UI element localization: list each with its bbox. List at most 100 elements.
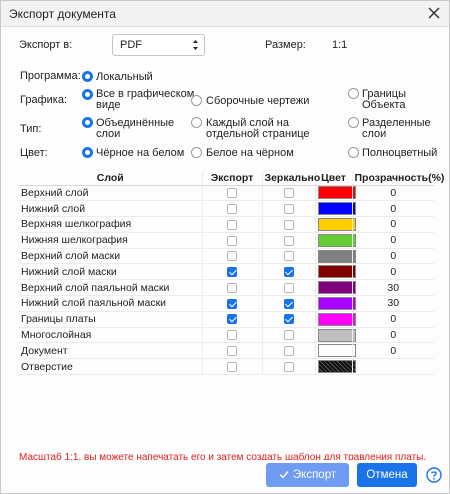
mirror-cell	[262, 216, 316, 233]
export-button[interactable]: Экспорт	[266, 463, 349, 487]
mirror-cell	[262, 185, 316, 202]
mirror-checkbox[interactable]	[283, 346, 294, 357]
export-checkbox[interactable]	[227, 314, 237, 325]
select-arrows-icon	[193, 40, 198, 50]
export-checkbox[interactable]	[227, 346, 237, 357]
radio-type-merged[interactable]	[82, 117, 93, 128]
radio-type-each-page[interactable]	[191, 117, 202, 128]
mirror-checkbox[interactable]	[283, 235, 294, 246]
radio-graphics-all[interactable]	[82, 89, 93, 100]
mirror-checkbox[interactable]	[283, 251, 294, 262]
export-checkbox[interactable]	[227, 361, 237, 372]
layer-name: Нижний слой паяльной маски	[19, 295, 203, 312]
export-checkbox[interactable]	[227, 267, 237, 278]
close-icon[interactable]	[427, 6, 441, 20]
mirror-cell	[262, 200, 316, 218]
color-swatch[interactable]	[317, 296, 356, 310]
table-row: Границы платы 0	[19, 311, 434, 328]
header-mirror: Зеркально	[262, 171, 320, 186]
layer-name: Документ	[19, 342, 203, 360]
layer-name: Нижняя шелкография	[19, 232, 203, 249]
table-row: Многослойная 0	[19, 327, 434, 344]
mirror-checkbox[interactable]	[283, 188, 294, 199]
color-swatch[interactable]	[317, 328, 356, 342]
layer-name: Отверстие	[19, 358, 203, 376]
mirror-checkbox[interactable]	[283, 203, 294, 214]
radio-color-black-on-white[interactable]	[82, 147, 93, 158]
color-swatch[interactable]	[317, 233, 356, 247]
color-cell	[315, 311, 356, 328]
export-checkbox[interactable]	[227, 203, 237, 214]
transparency-value[interactable]: 30	[352, 295, 434, 312]
color-cell	[315, 248, 356, 265]
transparency-value[interactable]: 0	[352, 248, 434, 265]
color-swatch[interactable]	[317, 202, 356, 216]
transparency-value[interactable]: 0	[352, 200, 434, 218]
color-swatch[interactable]	[317, 217, 356, 231]
cancel-button[interactable]: Отмена	[357, 463, 417, 487]
export-checkbox[interactable]	[227, 298, 237, 309]
transparency-value[interactable]: 0	[352, 311, 434, 328]
mirror-checkbox[interactable]	[283, 267, 294, 278]
table-row: Нижняя шелкография 0	[19, 232, 434, 249]
color-swatch[interactable]	[317, 312, 356, 326]
color-cell	[315, 279, 356, 297]
table-row: Верхний слой паяльной маски 30	[19, 279, 434, 297]
radio-type-merged-label: Объединённые слои	[96, 117, 175, 140]
mirror-checkbox[interactable]	[283, 219, 294, 230]
color-swatch[interactable]	[317, 281, 356, 295]
color-swatch[interactable]	[317, 186, 356, 200]
layer-name: Верхний слой	[19, 185, 203, 202]
transparency-value[interactable]: 0	[352, 263, 434, 281]
transparency-value[interactable]: 0	[352, 327, 434, 344]
radio-graphics-bounds[interactable]	[348, 88, 359, 99]
transparency-value[interactable]: 0	[352, 232, 434, 249]
size-label: Размер:	[265, 39, 306, 51]
program-label: Программа:	[20, 70, 81, 82]
export-cell	[202, 279, 263, 297]
mirror-cell	[262, 263, 316, 281]
export-checkbox[interactable]	[227, 188, 237, 199]
radio-color-fullcolor[interactable]	[348, 147, 359, 158]
mirror-checkbox[interactable]	[283, 282, 294, 293]
radio-type-separate[interactable]	[348, 117, 359, 128]
mirror-cell	[262, 358, 316, 376]
mirror-cell	[262, 279, 316, 297]
mirror-checkbox[interactable]	[283, 298, 294, 309]
export-cell	[202, 263, 263, 281]
color-label: Цвет:	[20, 147, 48, 159]
color-cell	[315, 358, 356, 376]
export-checkbox[interactable]	[227, 251, 237, 262]
layers-table: Слой Экспорт Зеркально Цвет Прозрачность…	[19, 171, 444, 376]
export-checkbox[interactable]	[227, 219, 237, 230]
transparency-value[interactable]: 30	[352, 279, 434, 297]
transparency-value[interactable]: 0	[352, 216, 434, 233]
export-format-select[interactable]: PDF	[112, 34, 205, 56]
table-row: Нижний слой 0	[19, 200, 434, 218]
export-cell	[202, 216, 263, 233]
color-swatch[interactable]	[317, 265, 356, 279]
radio-program-local[interactable]	[82, 71, 93, 82]
color-swatch[interactable]	[317, 344, 356, 358]
mirror-cell	[262, 248, 316, 265]
color-swatch[interactable]	[317, 360, 356, 374]
mirror-cell	[262, 295, 316, 312]
export-checkbox[interactable]	[227, 235, 237, 246]
color-cell	[315, 327, 356, 344]
transparency-value[interactable]: 0	[352, 342, 434, 360]
mirror-checkbox[interactable]	[283, 330, 294, 341]
transparency-value[interactable]: 0	[352, 185, 434, 202]
export-cell	[202, 327, 263, 344]
radio-graphics-bounds-label: Границы Объекта	[362, 88, 406, 111]
radio-graphics-assembly[interactable]	[191, 95, 202, 106]
radio-color-white-on-black[interactable]	[191, 147, 202, 158]
transparency-value[interactable]	[352, 358, 434, 376]
color-cell	[315, 200, 356, 218]
mirror-checkbox[interactable]	[283, 314, 294, 325]
export-checkbox[interactable]	[227, 282, 237, 293]
help-icon[interactable]	[426, 467, 442, 483]
export-checkbox[interactable]	[227, 330, 237, 341]
color-swatch[interactable]	[317, 249, 356, 263]
mirror-checkbox[interactable]	[283, 361, 294, 372]
